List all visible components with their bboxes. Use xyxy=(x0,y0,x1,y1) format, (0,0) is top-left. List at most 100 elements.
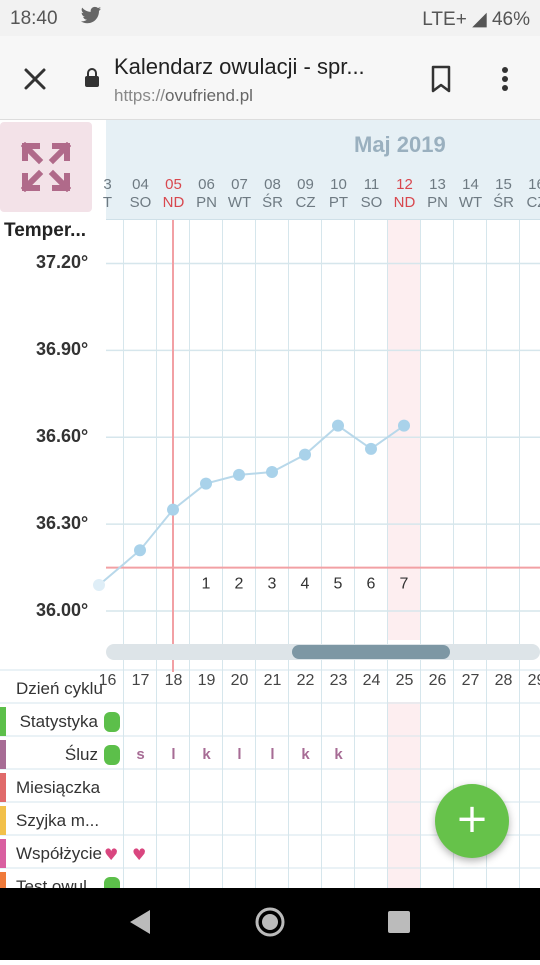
page-url[interactable]: https://ovufriend.pl xyxy=(114,86,253,106)
row-label-text: Test owul... xyxy=(16,877,102,888)
day-header[interactable]: 14 WT xyxy=(454,176,487,212)
temperature-point xyxy=(93,578,105,591)
row-label[interactable]: Test owul... xyxy=(0,870,106,888)
day-header[interactable]: 12 ND xyxy=(388,176,421,212)
day-header[interactable]: 16CZ xyxy=(520,176,540,212)
mucus-mark[interactable]: l xyxy=(270,746,275,763)
recents-icon[interactable] xyxy=(388,911,410,933)
mucus-mark[interactable]: l xyxy=(171,746,176,763)
y-tick-label: 36.60° xyxy=(36,426,89,447)
row-label[interactable]: Statystyka xyxy=(0,705,106,738)
temperature-line xyxy=(98,424,405,586)
temperature-point xyxy=(134,544,146,557)
bookmark-icon[interactable] xyxy=(428,64,454,94)
day-of-week: T xyxy=(102,194,113,211)
day-header[interactable]: 08 ŚR xyxy=(256,176,289,212)
row-label-text: Śluz xyxy=(64,745,98,764)
day-of-week: PN xyxy=(427,194,448,211)
url-protocol: https:// xyxy=(114,86,166,105)
row-label[interactable]: Szyjka m... xyxy=(0,804,106,837)
day-number: 10 xyxy=(330,176,347,193)
status-right: LTE+ ◢ 46% xyxy=(422,9,530,30)
row-label[interactable]: Współżycie xyxy=(0,837,106,870)
back-icon[interactable] xyxy=(130,910,150,934)
home-icon[interactable] xyxy=(255,907,285,937)
day-header[interactable]: 15 ŚR xyxy=(487,176,520,212)
day-number: 16 xyxy=(528,176,540,193)
day-number: 06 xyxy=(198,176,215,193)
day-number: 13 xyxy=(429,176,446,193)
stat-marker-icon[interactable] xyxy=(104,712,120,732)
day-of-week: PT xyxy=(328,194,349,211)
temperature-point xyxy=(299,448,311,461)
mucus-mark[interactable]: k xyxy=(301,746,310,763)
row-color-bar xyxy=(0,806,6,835)
row-color-bar xyxy=(0,740,6,769)
cycle-day-number: 22 xyxy=(296,672,315,689)
day-header[interactable]: 11 SO xyxy=(355,176,388,212)
cycle-day-number: 29 xyxy=(527,672,540,689)
heart-icon[interactable]: ♥ xyxy=(132,845,147,864)
day-number: 11 xyxy=(363,176,380,193)
close-icon[interactable] xyxy=(20,64,50,94)
browser-toolbar: Kalendarz owulacji - spr... https://ovuf… xyxy=(0,36,540,120)
day-of-week: SO xyxy=(360,194,383,211)
day-number: 08 xyxy=(264,176,281,193)
cycle-day-number: 18 xyxy=(164,672,183,689)
cycle-day-number: 23 xyxy=(329,672,348,689)
day-number: 15 xyxy=(495,176,512,193)
day-header[interactable]: 09 CZ xyxy=(289,176,322,212)
day-header[interactable]: 10 PT xyxy=(322,176,355,212)
mucus-mark[interactable]: s xyxy=(136,746,145,763)
status-time: 18:40 xyxy=(10,8,58,29)
day-number: 04 xyxy=(132,176,149,193)
cycle-day-number: 26 xyxy=(428,672,447,689)
day-header[interactable]: 05 ND xyxy=(157,176,190,212)
luteal-day-number: 5 xyxy=(334,576,343,593)
day-header[interactable]: 06 PN xyxy=(190,176,223,212)
day-of-week: SO xyxy=(129,194,152,211)
day-of-week: ND xyxy=(162,194,185,211)
horizontal-scrollbar[interactable] xyxy=(106,644,540,660)
page-title: Kalendarz owulacji - spr... xyxy=(114,54,365,79)
day-header[interactable]: 13 PN xyxy=(421,176,454,212)
twitter-icon xyxy=(80,6,102,32)
luteal-day-number: 2 xyxy=(235,576,244,593)
row-label[interactable]: Miesiączka xyxy=(0,771,106,804)
day-header[interactable]: 07 WT xyxy=(223,176,256,212)
url-host: ovufriend.pl xyxy=(165,86,253,105)
luteal-day-number: 3 xyxy=(268,576,277,593)
day-of-week: PN xyxy=(196,194,217,211)
temperature-point xyxy=(167,503,179,516)
row-label-text: Szyjka m... xyxy=(16,811,100,830)
cycle-day-number: 21 xyxy=(263,672,282,689)
day-number: 05 xyxy=(165,176,182,193)
mucus-mark[interactable]: k xyxy=(334,746,343,763)
expand-button[interactable] xyxy=(0,122,92,212)
day-number: 09 xyxy=(297,176,314,193)
scroll-thumb[interactable] xyxy=(292,645,450,659)
row-label-text: Miesiączka xyxy=(16,778,101,797)
day-of-week: ŚR xyxy=(493,194,514,211)
day-number: 12 xyxy=(396,176,413,193)
row-label-text: Statystyka xyxy=(19,712,98,731)
y-tick-label: 36.90° xyxy=(36,339,89,360)
expand-icon xyxy=(21,142,71,192)
lock-icon xyxy=(84,68,100,88)
day-of-week: CZ xyxy=(295,194,316,211)
day-of-week: WT xyxy=(227,194,252,211)
more-menu-icon[interactable] xyxy=(496,64,514,94)
cycle-day-label: Dzień cyklu xyxy=(16,679,103,698)
mucus-mark[interactable]: l xyxy=(237,746,242,763)
stat-marker-icon[interactable] xyxy=(104,745,120,765)
cycle-day-number: 28 xyxy=(494,672,513,689)
day-of-week: ŚR xyxy=(262,194,283,211)
mucus-mark[interactable]: k xyxy=(202,746,211,763)
row-label[interactable]: Śluz xyxy=(0,738,106,771)
heart-icon[interactable]: ♥ xyxy=(104,845,119,864)
day-header[interactable]: 04 SO xyxy=(124,176,157,212)
add-entry-button[interactable]: + xyxy=(435,784,509,858)
stat-marker-icon[interactable] xyxy=(104,877,120,888)
